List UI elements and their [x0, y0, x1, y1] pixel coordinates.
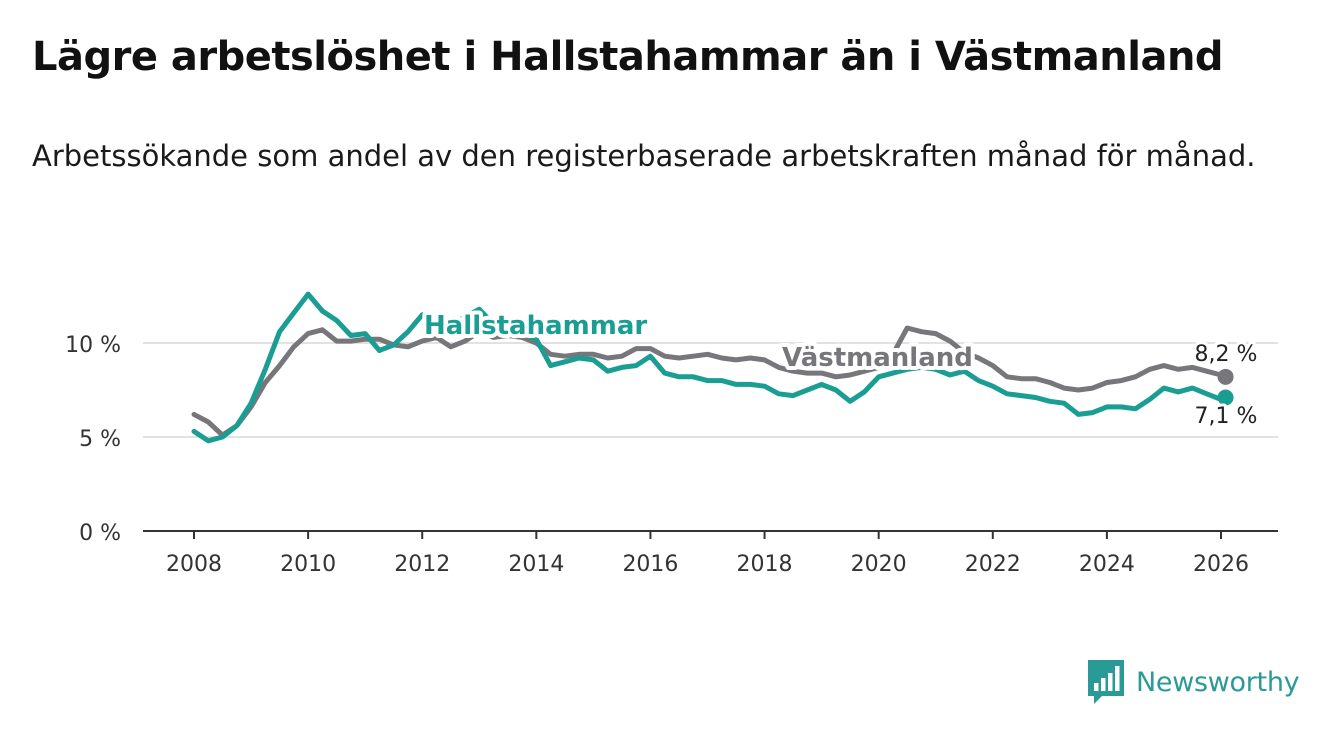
series-label-vastmanland: Västmanland: [782, 343, 973, 373]
x-tick-label: 2010: [280, 552, 336, 577]
chart-subtitle: Arbetssökande som andel av den registerb…: [32, 139, 1256, 173]
x-tick-label: 2012: [394, 552, 450, 577]
x-tick-label: 2008: [166, 552, 222, 577]
end-label-hallstahammar-halo: 7,1 %: [1195, 404, 1258, 429]
x-tick-label: 2018: [737, 552, 793, 577]
series-end-point: [1217, 389, 1234, 406]
series-label-vastmanland-halo: Västmanland: [782, 343, 973, 373]
x-tick-label: 2026: [1193, 552, 1249, 577]
y-tick-label: 10 %: [65, 333, 121, 358]
x-tick-label: 2014: [508, 552, 564, 577]
end-label-vastmanland: 8,2 %: [1195, 342, 1258, 367]
y-tick-label: 5 %: [79, 427, 121, 452]
x-tick-label: 2016: [622, 552, 678, 577]
x-tick-label: 2024: [1079, 552, 1135, 577]
x-tick-label: 2020: [851, 552, 907, 577]
grid-layer: 0 % 5 % 10 % 2008 2010 2012 2014 2016 2018 2020 20…: [65, 333, 1278, 577]
y-tick-label: 0 %: [79, 521, 121, 546]
series-layer: [191, 291, 1234, 444]
newsworthy-logo-icon: [1088, 660, 1124, 704]
x-tick-label: 2022: [965, 552, 1021, 577]
end-label-vastmanland-halo: 8,2 %: [1195, 342, 1258, 367]
series-line-hallstahammar: [191, 291, 1229, 444]
series-label-hallstahammar-halo: Hallstahammar: [424, 311, 647, 341]
series-end-point: [1217, 368, 1234, 385]
brand-name: Newsworthy: [1136, 666, 1300, 698]
end-label-hallstahammar: 7,1 %: [1195, 404, 1258, 429]
chart-title: Lägre arbetslöshet i Hallstahammar än i …: [32, 34, 1224, 80]
series-label-hallstahammar: Hallstahammar: [424, 311, 647, 341]
brand-footer: Newsworthy: [1088, 660, 1300, 704]
label-layer: HallstahammarHallstahammarVästmanlandVäs…: [420, 307, 1260, 432]
